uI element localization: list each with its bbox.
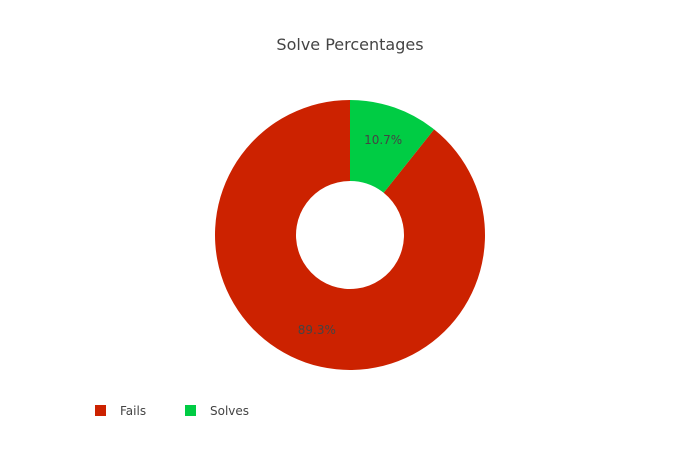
- legend-label-solves: Solves: [210, 404, 249, 418]
- legend-swatch-fails: [95, 405, 106, 416]
- legend-item-solves[interactable]: Solves: [185, 404, 249, 418]
- legend-label-fails: Fails: [120, 404, 146, 418]
- legend-item-fails[interactable]: Fails: [95, 404, 146, 418]
- slices-group: [215, 100, 485, 370]
- slice-label-solves: 10.7%: [364, 133, 402, 147]
- legend: Fails Solves: [95, 404, 249, 418]
- legend-swatch-solves: [185, 405, 196, 416]
- slice-label-fails: 89.3%: [298, 323, 336, 337]
- chart-title: Solve Percentages: [276, 35, 423, 54]
